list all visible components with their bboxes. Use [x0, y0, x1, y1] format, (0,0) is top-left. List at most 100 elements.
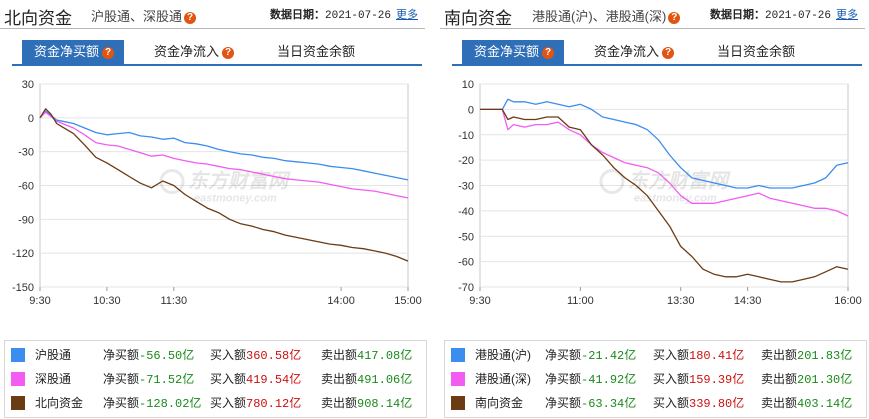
y-tick-label: -120 [12, 248, 34, 260]
x-tick-label: 14:00 [327, 295, 355, 307]
x-tick-label: 9:30 [29, 295, 50, 307]
south-legend: 港股通(沪) 净买额-21.42亿 买入额180.41亿 卖出额201.83亿 … [444, 340, 867, 418]
south-tab-balance[interactable]: 当日资金余额 [717, 40, 795, 64]
south-more-link[interactable]: 更多 [836, 9, 858, 21]
buy-value: 159.39亿 [689, 373, 745, 387]
buy-label: 买入额 [653, 396, 690, 410]
y-tick-label: -50 [458, 231, 474, 243]
x-tick-label: 11:00 [567, 295, 594, 307]
sell-label: 卖出额 [321, 396, 358, 410]
y-tick-label: -20 [458, 155, 474, 167]
legend-net: 净买额-21.42亿 [545, 343, 636, 368]
north-more-link[interactable]: 更多 [396, 9, 418, 21]
north-subtitle: 沪股通、深股通 [91, 9, 183, 24]
south-subtitle-wrap: 港股通(沪)、港股通(深)? [532, 6, 681, 25]
x-tick-label: 14:30 [734, 295, 762, 307]
north-tab-underline [12, 64, 422, 66]
sell-value: 201.83亿 [797, 349, 853, 363]
x-tick-label: 13:30 [667, 295, 695, 307]
buy-value: 339.80亿 [689, 397, 745, 411]
series-line [39, 111, 409, 199]
series-line [39, 110, 409, 181]
legend-buy: 买入额339.80亿 [653, 391, 744, 416]
legend-sell: 卖出额908.14亿 [321, 391, 412, 416]
buy-value: 360.58亿 [246, 349, 302, 363]
legend-net: 净买额-128.02亿 [103, 391, 201, 416]
sell-value: 403.14亿 [797, 397, 853, 411]
tab-label: 资金净买额 [474, 44, 540, 59]
south-subtitle: 港股通(沪)、港股通(深) [532, 9, 667, 24]
y-tick-label: -90 [18, 214, 34, 226]
legend-row: 南向资金 净买额-63.34亿 买入额339.80亿 卖出额403.14亿 [445, 391, 866, 415]
net-label: 净买额 [103, 348, 140, 362]
buy-label: 买入额 [653, 348, 690, 362]
tab-label: 当日资金余额 [277, 44, 356, 59]
north-title: 北向资金 [4, 9, 72, 28]
north-date: 2021-07-26 [325, 10, 392, 22]
legend-sell: 卖出额201.83亿 [761, 343, 852, 368]
sell-label: 卖出额 [321, 348, 358, 362]
y-tick-label: 10 [462, 79, 474, 91]
north-tab-net-buy[interactable]: 资金净买额? [22, 40, 125, 64]
legend-row: 港股通(深) 净买额-41.92亿 买入额159.39亿 卖出额201.30亿 [445, 367, 866, 391]
legend-sell: 卖出额491.06亿 [321, 367, 412, 392]
net-value: -41.92亿 [581, 373, 637, 387]
net-value: -63.34亿 [581, 397, 637, 411]
watermark-en: eastmoney.com [634, 193, 717, 205]
south-date-wrap: 数据日期：2021-07-26 [710, 6, 831, 22]
y-tick-label: -30 [458, 181, 474, 193]
north-tab-net-inflow[interactable]: 资金净流入? [154, 40, 235, 64]
sell-value: 908.14亿 [357, 397, 413, 411]
north-date-label: 数据日期： [270, 9, 325, 21]
north-tabs: 资金净买额? 资金净流入? 当日资金余额 [12, 40, 420, 64]
y-tick-label: -60 [18, 181, 34, 193]
x-tick-label: 10:30 [93, 295, 121, 307]
x-tick-label: 16:00 [834, 295, 862, 307]
help-icon[interactable]: ? [184, 11, 197, 24]
help-icon[interactable]: ? [668, 11, 681, 24]
sell-label: 卖出额 [761, 396, 798, 410]
south-header: 南向资金 港股通(沪)、港股通(深)? 数据日期：2021-07-26 更多 [440, 0, 865, 29]
legend-name: 港股通(沪) [475, 348, 531, 362]
south-tab-net-inflow[interactable]: 资金净流入? [594, 40, 675, 64]
legend-net: 净买额-56.50亿 [103, 343, 194, 368]
series-line [480, 108, 849, 283]
help-icon[interactable]: ? [662, 46, 675, 59]
y-tick-label: -30 [18, 147, 34, 159]
south-tab-net-buy[interactable]: 资金净买额? [462, 40, 565, 64]
north-tab-balance[interactable]: 当日资金余额 [277, 40, 355, 64]
sell-value: 201.30亿 [797, 373, 853, 387]
north-subtitle-wrap: 沪股通、深股通? [91, 6, 197, 25]
south-date-label: 数据日期： [710, 9, 765, 21]
tab-label: 资金净流入 [154, 44, 220, 59]
help-icon[interactable]: ? [102, 46, 115, 59]
series-line [39, 108, 409, 262]
help-icon[interactable]: ? [222, 46, 235, 59]
y-tick-label: 0 [468, 104, 474, 116]
south-panel: 南向资金 港股通(沪)、港股通(深)? 数据日期：2021-07-26 更多 资… [440, 0, 867, 419]
legend-buy: 买入额360.58亿 [210, 343, 301, 368]
watermark-cn: 东方财富网 [628, 170, 731, 193]
y-tick-label: 30 [22, 79, 34, 91]
legend-buy: 买入额419.54亿 [210, 367, 301, 392]
north-date-wrap: 数据日期：2021-07-26 [270, 6, 391, 22]
net-label: 净买额 [103, 396, 140, 410]
north-legend: 沪股通 净买额-56.50亿 买入额360.58亿 卖出额417.08亿 深股通… [4, 340, 427, 418]
legend-row: 沪股通 净买额-56.50亿 买入额360.58亿 卖出额417.08亿 [5, 343, 426, 367]
buy-value: 180.41亿 [689, 349, 745, 363]
legend-buy: 买入额780.12亿 [210, 391, 301, 416]
legend-net: 净买额-71.52亿 [103, 367, 194, 392]
legend-swatch [451, 396, 465, 410]
sell-value: 491.06亿 [357, 373, 413, 387]
x-tick-label: 15:00 [394, 295, 422, 307]
watermark-cn: 东方财富网 [188, 170, 291, 193]
legend-swatch [451, 372, 465, 386]
y-tick-label: -70 [458, 282, 474, 294]
help-icon[interactable]: ? [542, 46, 555, 59]
legend-sell: 卖出额201.30亿 [761, 367, 852, 392]
y-tick-label: -10 [458, 130, 474, 142]
buy-label: 买入额 [653, 372, 690, 386]
legend-swatch [11, 396, 25, 410]
sell-label: 卖出额 [761, 372, 798, 386]
